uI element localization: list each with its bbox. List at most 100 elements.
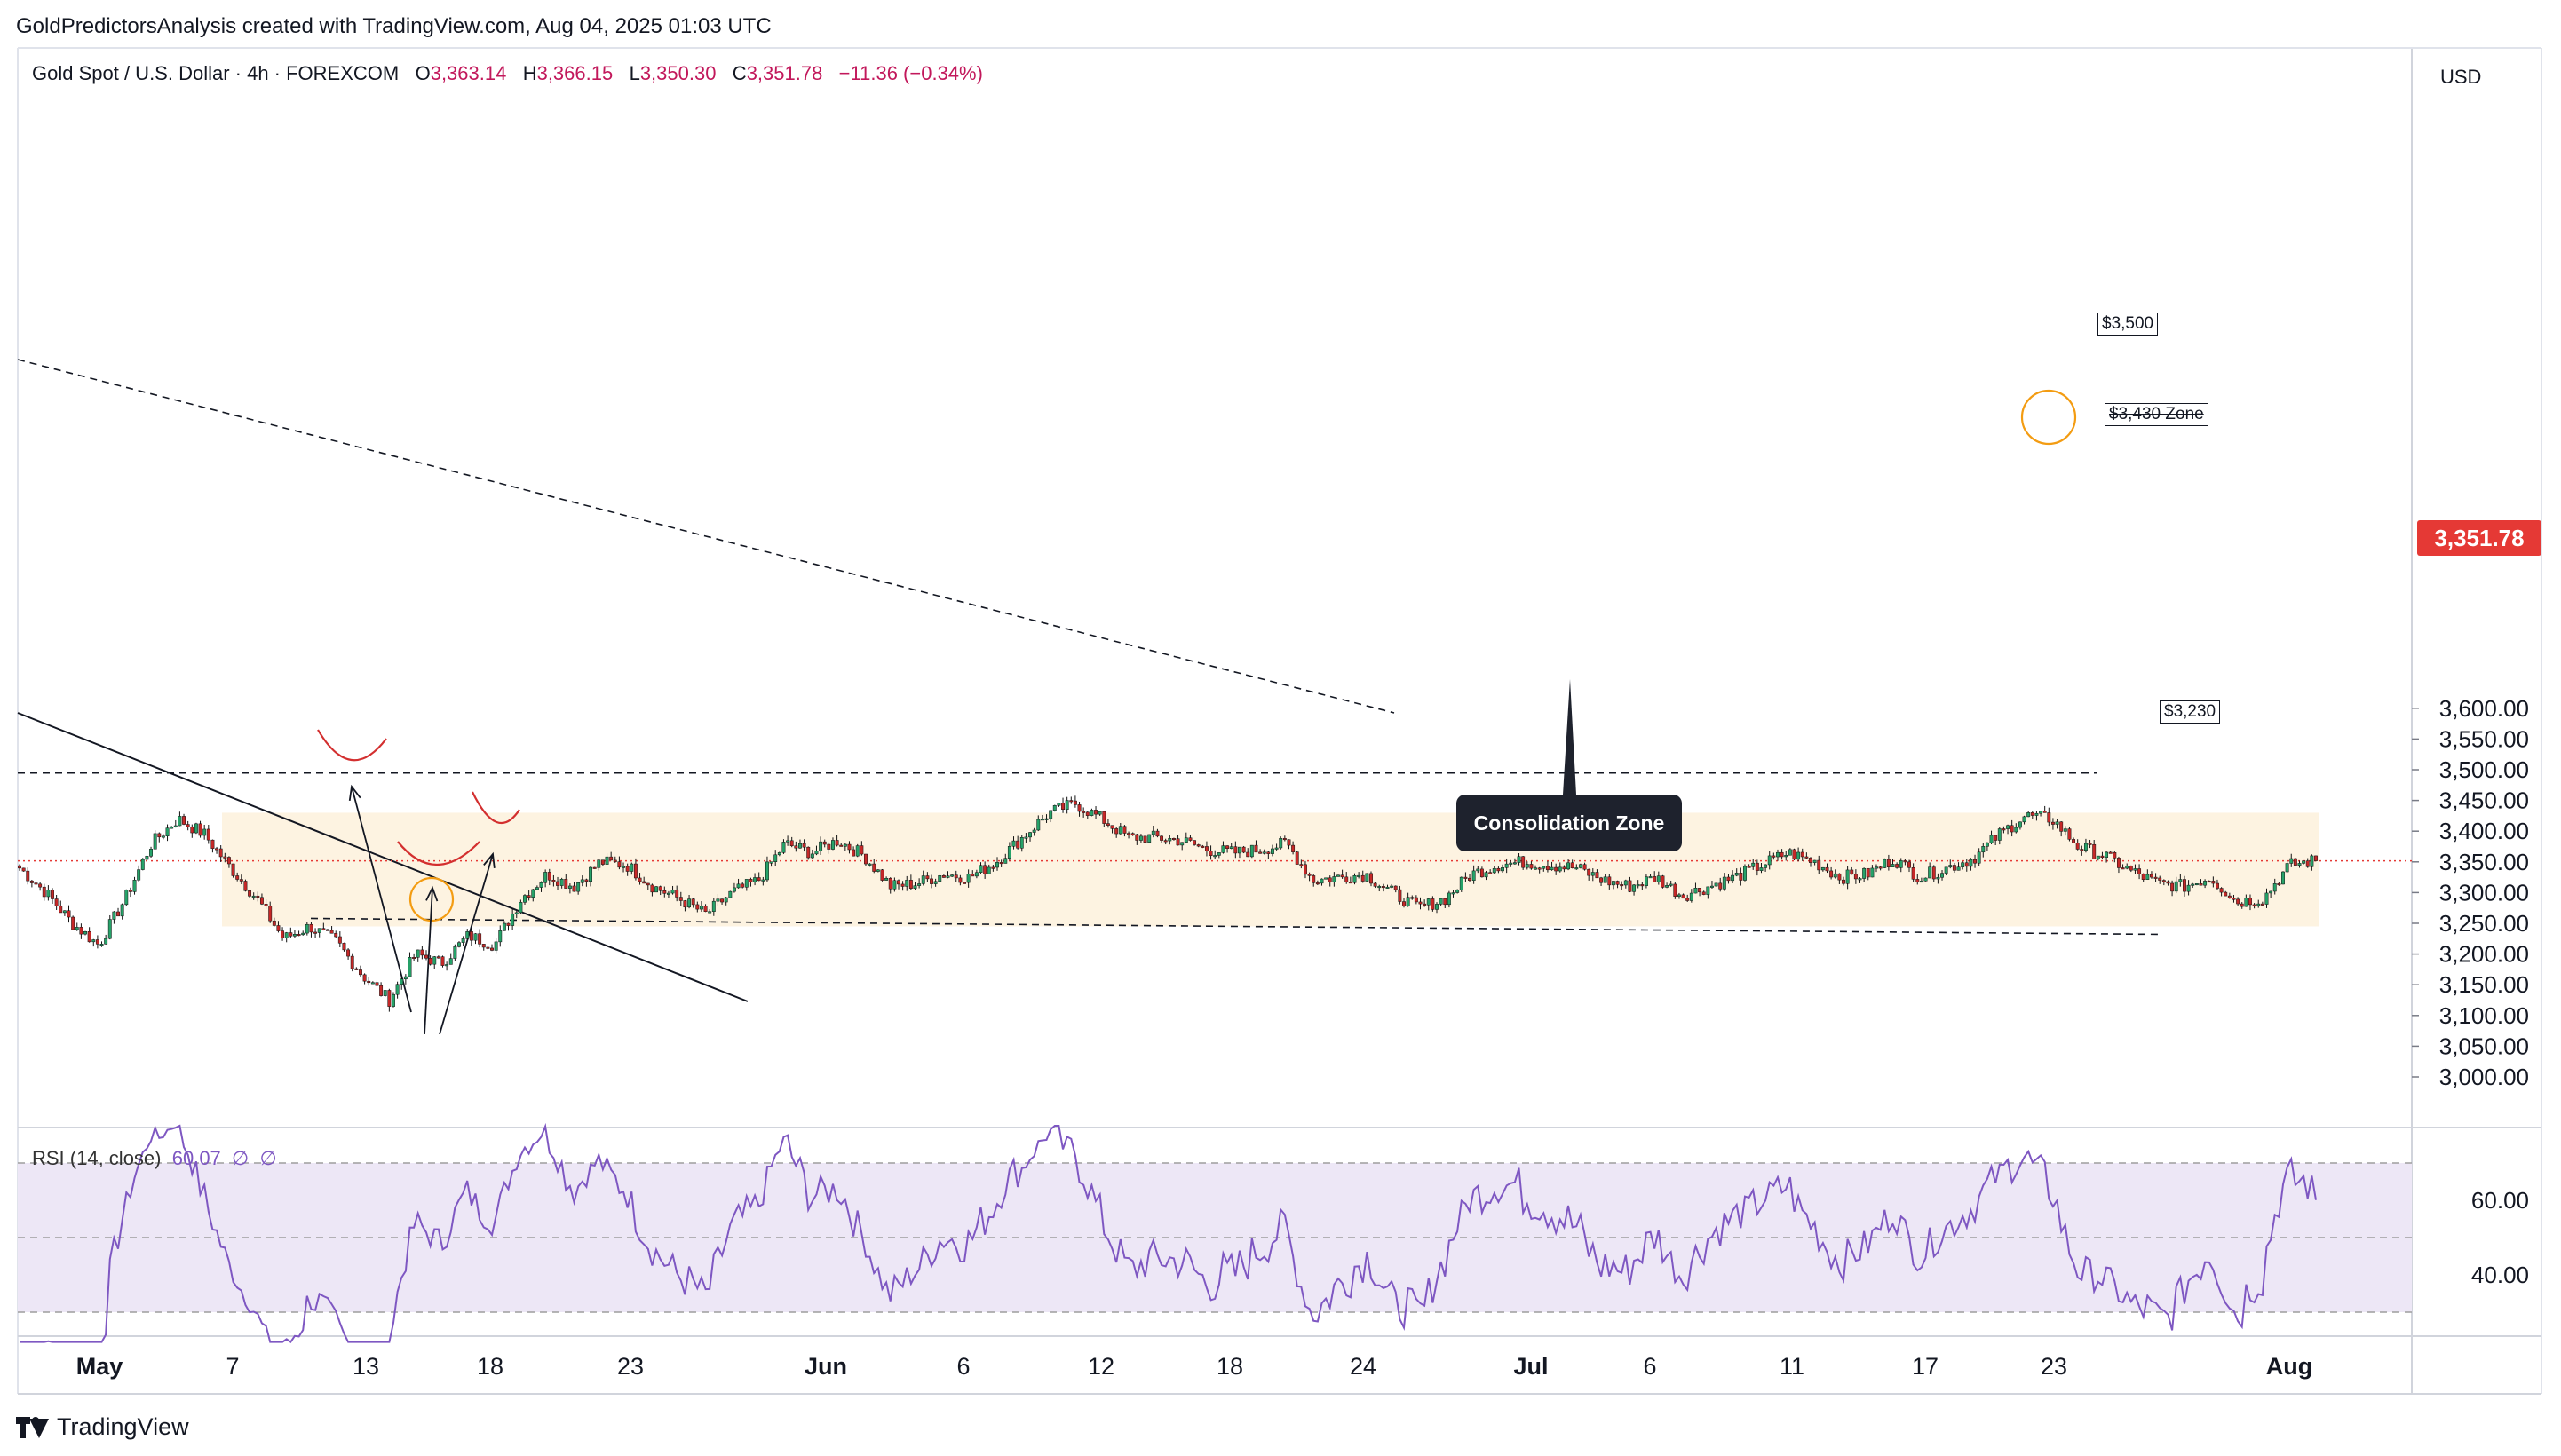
candle-down bbox=[1188, 837, 1193, 841]
rsi-extra-1: ∅ bbox=[232, 1147, 250, 1169]
candle-down bbox=[1915, 879, 1920, 882]
candle-down bbox=[806, 846, 811, 859]
candle-up bbox=[416, 949, 420, 958]
tradingview-logo-icon bbox=[16, 1416, 50, 1438]
level-label-3500[interactable]: $3,500 bbox=[2097, 313, 2159, 336]
candle-down bbox=[2050, 821, 2055, 825]
price-tick-label: 3,000.00 bbox=[2439, 1064, 2529, 1090]
candle-up bbox=[392, 993, 395, 1007]
candle-down bbox=[1402, 901, 1406, 906]
candle-up bbox=[1057, 803, 1061, 806]
candle-down bbox=[375, 982, 379, 986]
candle-up bbox=[2063, 828, 2067, 832]
candle-down bbox=[1110, 825, 1114, 829]
candle-up bbox=[1138, 835, 1143, 841]
candle-down bbox=[1328, 877, 1332, 882]
consolidation-zone bbox=[222, 812, 2319, 927]
candle-down bbox=[2314, 855, 2318, 861]
candle-down bbox=[1201, 845, 1205, 848]
candle-down bbox=[757, 877, 761, 882]
candle-up bbox=[1875, 866, 1878, 869]
candle-down bbox=[1340, 874, 1344, 878]
candle-down bbox=[2141, 874, 2145, 880]
candle-down bbox=[2100, 855, 2105, 858]
candle-down bbox=[1488, 872, 1493, 874]
candle-up bbox=[2083, 843, 2088, 851]
candle-up bbox=[1525, 864, 1529, 868]
candle-up bbox=[1213, 855, 1217, 858]
candle-down bbox=[1800, 851, 1804, 858]
candle-up bbox=[2310, 855, 2314, 867]
candle-up bbox=[178, 816, 182, 827]
level-label-3230[interactable]: $3,230 bbox=[2160, 700, 2221, 724]
candle-up bbox=[2055, 821, 2059, 825]
candle-up bbox=[884, 878, 889, 881]
candle-up bbox=[1476, 868, 1480, 872]
candle-up bbox=[786, 840, 790, 843]
candle-down bbox=[954, 874, 958, 879]
candle-down bbox=[387, 990, 392, 1007]
candle-down bbox=[2113, 852, 2117, 859]
candle-up bbox=[1534, 867, 1537, 870]
candle-down bbox=[1307, 874, 1312, 876]
candle-up bbox=[580, 879, 584, 883]
candle-up bbox=[1969, 859, 1973, 867]
candle-up bbox=[1558, 866, 1562, 872]
candle-down bbox=[1423, 903, 1427, 906]
currency-label[interactable]: USD bbox=[2440, 66, 2482, 88]
candle-down bbox=[691, 898, 695, 906]
candle-down bbox=[1886, 859, 1891, 867]
candle-up bbox=[2194, 883, 2199, 886]
candle-up bbox=[946, 875, 950, 878]
candle-up bbox=[1590, 872, 1595, 876]
symbol-legend[interactable]: Gold Spot / U.S. Dollar · 4h · FOREXCOM … bbox=[32, 62, 983, 85]
candle-up bbox=[1550, 866, 1554, 871]
price-tick-label: 3,300.00 bbox=[2439, 879, 2529, 906]
candle-up bbox=[465, 931, 470, 939]
candle-down bbox=[822, 841, 827, 845]
candle-down bbox=[2137, 868, 2142, 874]
candle-up bbox=[1833, 873, 1837, 878]
candle-down bbox=[1369, 873, 1373, 884]
candle-down bbox=[2166, 881, 2170, 884]
candle-up bbox=[498, 930, 503, 943]
candle-up bbox=[2281, 871, 2285, 885]
candle-up bbox=[1923, 877, 1928, 882]
candle-up bbox=[445, 964, 449, 967]
candle-down bbox=[329, 930, 334, 934]
candle-down bbox=[2150, 874, 2153, 878]
candle-down bbox=[683, 900, 687, 908]
rsi-legend[interactable]: RSI (14, close) 60.07 ∅ ∅ bbox=[32, 1147, 277, 1170]
candle-up bbox=[514, 912, 519, 914]
candle-down bbox=[908, 880, 913, 889]
level-label-3430[interactable]: $3,430 Zone bbox=[2105, 403, 2208, 426]
candle-down bbox=[900, 883, 905, 887]
candle-down bbox=[1114, 828, 1119, 835]
consolidation-zone-callout[interactable]: Consolidation Zone bbox=[1456, 795, 1682, 851]
candle-down bbox=[1853, 874, 1858, 880]
candle-down bbox=[420, 949, 424, 956]
candle-up bbox=[1492, 867, 1496, 874]
candle-up bbox=[2264, 892, 2269, 905]
candle-down bbox=[2183, 879, 2186, 892]
candle-down bbox=[1607, 876, 1612, 886]
candle-up bbox=[137, 869, 141, 881]
candle-down bbox=[1698, 888, 1702, 893]
candle-up bbox=[2034, 812, 2039, 816]
candle-up bbox=[1862, 867, 1867, 879]
candle-up bbox=[917, 883, 922, 886]
candle-down bbox=[42, 886, 46, 898]
candle-up bbox=[736, 883, 741, 889]
candle-down bbox=[2030, 812, 2034, 816]
candle-down bbox=[1554, 866, 1558, 872]
candle-up bbox=[317, 928, 321, 933]
candle-up bbox=[1390, 885, 1394, 888]
candle-up bbox=[576, 882, 581, 892]
candle-up bbox=[1981, 846, 1986, 853]
candle-up bbox=[1734, 873, 1739, 876]
candle-up bbox=[1566, 862, 1570, 870]
candle-down bbox=[592, 866, 597, 869]
candle-down bbox=[1348, 882, 1352, 884]
candle-down bbox=[268, 906, 273, 922]
